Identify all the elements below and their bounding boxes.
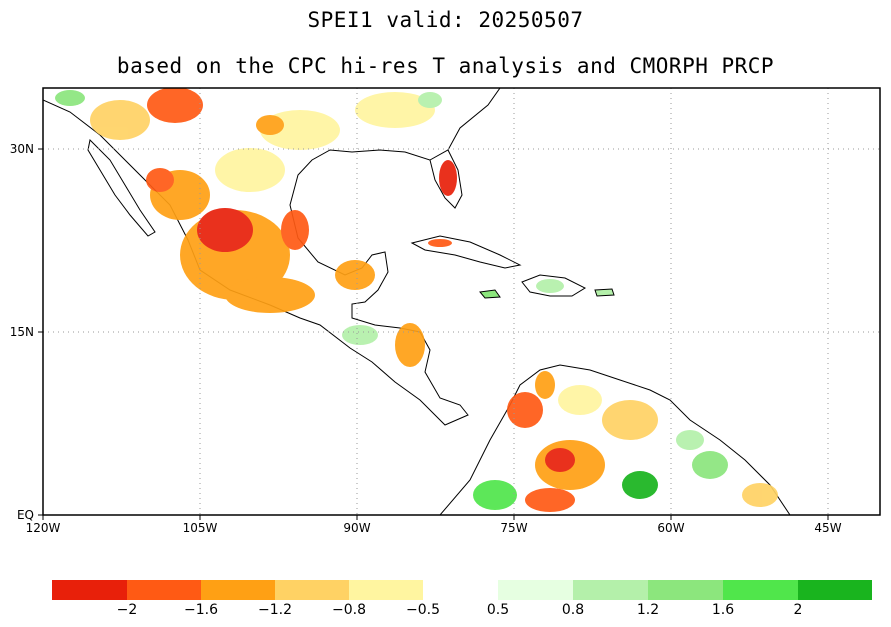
- map-title: SPEI1 valid: 20250507: [307, 8, 584, 32]
- legend-label: −0.8: [332, 602, 366, 618]
- legend-swatch: [573, 580, 648, 600]
- legend-swatch: [723, 580, 798, 600]
- legend-label: −0.5: [406, 602, 440, 618]
- map-content: [43, 88, 880, 515]
- map-frame: [42, 87, 881, 516]
- land-puerto-rico: [594, 288, 615, 297]
- legend-swatch: [275, 580, 349, 600]
- x-tick-label: 120W: [26, 521, 61, 535]
- y-tick-label: EQ: [17, 508, 34, 522]
- legend-swatch: [498, 580, 573, 600]
- legend-label: −1.6: [184, 602, 218, 618]
- y-tick-label: 30N: [10, 142, 34, 156]
- spei-shading: [55, 88, 778, 512]
- legend-swatch: [798, 580, 872, 600]
- legend-label: 0.8: [561, 602, 585, 618]
- x-tick-label: 90W: [343, 521, 370, 535]
- x-tick-label: 75W: [500, 521, 527, 535]
- legend-swatch: [349, 580, 423, 600]
- legend-label: 2: [793, 602, 803, 618]
- legend-swatch: [648, 580, 723, 600]
- legend-swatch: [127, 580, 201, 600]
- land-jamaica: [479, 289, 501, 299]
- legend-swatch: [201, 580, 275, 600]
- legend-label: −1.2: [258, 602, 292, 618]
- x-tick-label: 60W: [657, 521, 684, 535]
- legend-swatch: [52, 580, 127, 600]
- legend-label: 1.2: [636, 602, 660, 618]
- axis-ticks: [38, 148, 829, 520]
- x-tick-label: 45W: [814, 521, 841, 535]
- land-baja: [87, 138, 156, 237]
- map-subtitle: based on the CPC hi-res T analysis and C…: [116, 54, 775, 78]
- legend-label: 0.5: [486, 602, 510, 618]
- legend-label: 1.6: [711, 602, 735, 618]
- map-grid: [43, 88, 880, 515]
- x-tick-label: 105W: [183, 521, 218, 535]
- y-tick-label: 15N: [10, 325, 34, 339]
- legend-label: −2: [116, 602, 138, 618]
